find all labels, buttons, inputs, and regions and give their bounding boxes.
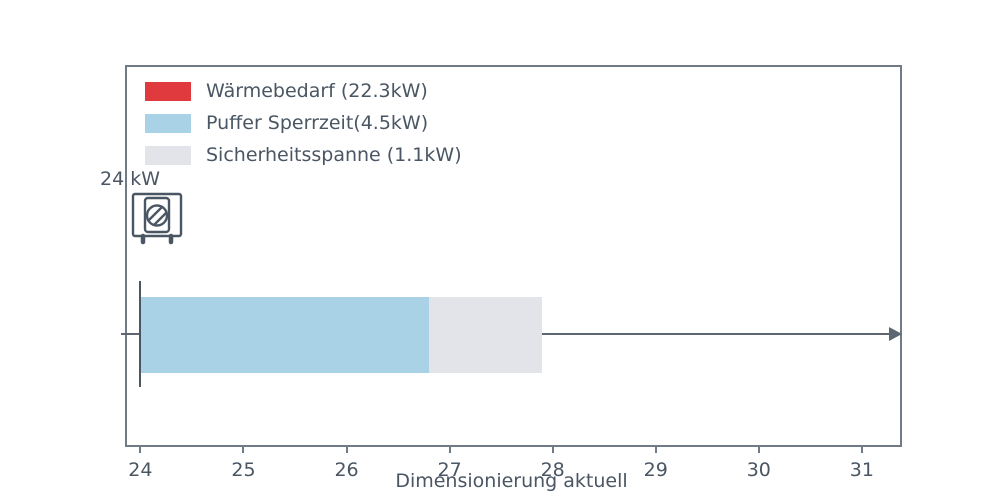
x-tick-label: 27 bbox=[437, 459, 462, 481]
x-tick-mark bbox=[757, 445, 760, 453]
legend-item-sicherheitsspanne: Sicherheitsspanne (1.1kW) bbox=[145, 139, 462, 171]
x-tick-label: 25 bbox=[231, 459, 256, 481]
legend-label: Puffer Sperrzeit(4.5kW) bbox=[206, 112, 429, 134]
x-tick-mark bbox=[139, 445, 142, 453]
x-tick-mark bbox=[551, 445, 554, 453]
heat-pump-capacity-label: 24 kW bbox=[100, 168, 161, 190]
legend: Wärmebedarf (22.3kW) Puffer Sperrzeit(4.… bbox=[145, 75, 462, 171]
x-tick-label: 26 bbox=[334, 459, 359, 481]
legend-swatch bbox=[145, 145, 191, 165]
x-tick-label: 31 bbox=[849, 459, 874, 481]
axis-arrow-head bbox=[889, 327, 902, 341]
legend-item-waermebedarf: Wärmebedarf (22.3kW) bbox=[145, 75, 462, 107]
x-tick-mark bbox=[654, 445, 657, 453]
x-tick-mark bbox=[860, 445, 863, 453]
x-tick-label: 30 bbox=[746, 459, 771, 481]
plot-area: Wärmebedarf (22.3kW) Puffer Sperrzeit(4.… bbox=[121, 65, 902, 481]
legend-label: Wärmebedarf (22.3kW) bbox=[206, 80, 428, 102]
bar-segment-sicherheitsspanne bbox=[428, 297, 543, 373]
legend-item-puffer-sperrzeit: Puffer Sperrzeit(4.5kW) bbox=[145, 107, 462, 139]
legend-label: Sicherheitsspanne (1.1kW) bbox=[206, 144, 462, 166]
capacity-marker-line bbox=[139, 281, 142, 387]
x-tick-label: 24 bbox=[128, 459, 153, 481]
bar-segment-puffer-sperrzeit bbox=[140, 297, 429, 373]
x-axis-label: Dimensionierung aktuell bbox=[395, 470, 628, 492]
legend-swatch bbox=[145, 113, 191, 133]
x-tick-mark bbox=[345, 445, 348, 453]
heat-pump-icon bbox=[131, 192, 183, 245]
x-tick-label: 28 bbox=[540, 459, 565, 481]
legend-swatch bbox=[145, 81, 191, 101]
x-tick-mark bbox=[448, 445, 451, 453]
x-tick-label: 29 bbox=[643, 459, 668, 481]
x-tick-mark bbox=[242, 445, 245, 453]
